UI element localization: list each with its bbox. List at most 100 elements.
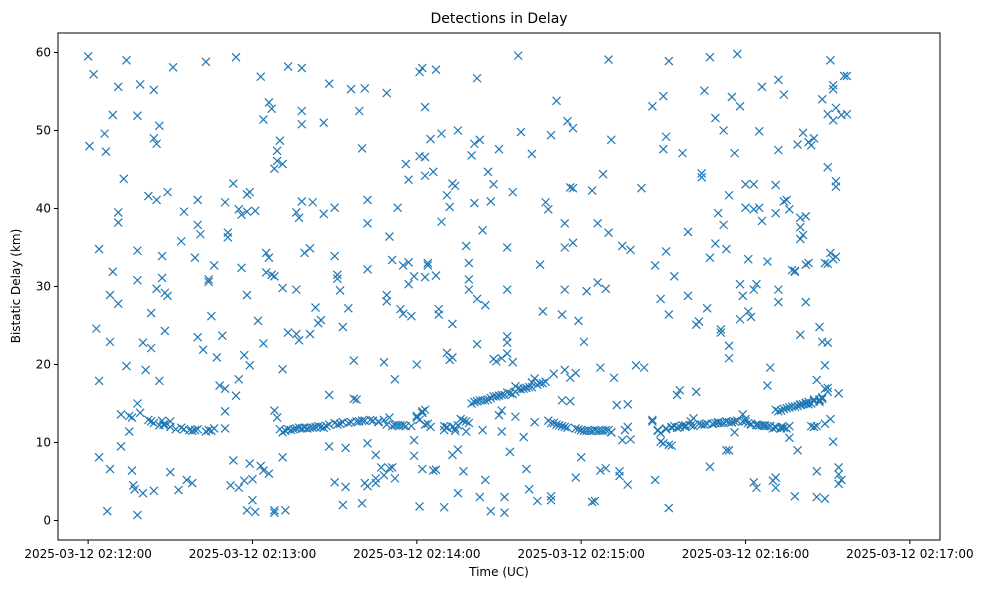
data-point (787, 265, 797, 275)
data-point (176, 423, 186, 433)
data-point (116, 441, 126, 451)
data-point (721, 244, 731, 254)
data-point (823, 387, 833, 397)
data-point (716, 328, 726, 337)
data-point (330, 203, 340, 213)
data-point (196, 229, 205, 239)
data-point (724, 445, 734, 455)
data-point (790, 267, 800, 277)
x-tick-label: 2025-03-12 02:17:00 (846, 547, 973, 561)
data-point (152, 195, 162, 205)
data-point (426, 134, 435, 144)
data-point (149, 486, 159, 496)
data-point (428, 466, 438, 476)
data-point (294, 335, 304, 345)
data-point (754, 126, 764, 136)
data-point (804, 258, 813, 268)
data-point (283, 328, 293, 337)
data-point (812, 466, 822, 476)
data-point (546, 130, 556, 140)
data-point (541, 197, 550, 207)
data-point (385, 413, 394, 422)
data-point (338, 500, 348, 510)
data-point (650, 261, 660, 270)
data-point (330, 251, 340, 261)
data-point (239, 350, 249, 360)
data-point (89, 69, 99, 79)
data-point (305, 329, 315, 339)
data-point (793, 401, 802, 411)
data-point (582, 286, 592, 296)
data-point (502, 243, 512, 252)
data-point (209, 261, 219, 270)
data-point (823, 162, 833, 172)
data-point (815, 322, 824, 332)
data-point (700, 86, 709, 96)
data-point (658, 144, 668, 154)
data-point (568, 123, 578, 133)
data-point (508, 357, 518, 367)
data-point (94, 452, 104, 462)
data-point (538, 378, 548, 388)
data-point (431, 271, 441, 281)
data-point (448, 353, 457, 362)
data-point (727, 92, 737, 102)
data-point (784, 204, 794, 214)
data-point (423, 261, 433, 270)
data-point (626, 434, 635, 444)
data-point (228, 179, 238, 188)
data-point (406, 311, 416, 321)
data-point (313, 421, 323, 431)
data-point (612, 400, 622, 410)
data-point (831, 182, 841, 192)
data-point (398, 309, 408, 319)
data-point (242, 207, 252, 217)
data-point (160, 420, 170, 429)
data-point (420, 102, 430, 112)
data-point (124, 411, 134, 421)
data-point (204, 277, 214, 287)
data-point (617, 241, 627, 251)
data-point (159, 420, 168, 429)
data-point (480, 300, 490, 310)
data-point (475, 135, 485, 145)
data-point (143, 415, 153, 425)
data-point (201, 57, 211, 67)
data-point (305, 243, 315, 253)
data-point (453, 488, 463, 498)
data-point (593, 218, 603, 228)
data-point (658, 91, 668, 101)
data-point (415, 67, 424, 77)
data-point (154, 376, 164, 386)
data-point (683, 227, 693, 237)
data-point (297, 197, 307, 206)
data-point (439, 421, 449, 431)
data-point (782, 195, 792, 205)
data-point (269, 406, 279, 415)
data-point (269, 271, 279, 281)
data-point (135, 408, 145, 418)
data-point (417, 464, 427, 474)
x-tick-label: 2025-03-12 02:12:00 (24, 547, 151, 561)
data-point (795, 213, 805, 223)
data-point (779, 197, 789, 206)
data-point (242, 505, 252, 515)
data-point (165, 422, 175, 432)
data-point (574, 424, 583, 434)
data-point (587, 186, 597, 195)
data-point (204, 275, 214, 284)
data-point (382, 420, 392, 429)
data-point (448, 319, 457, 329)
data-point (357, 498, 367, 508)
data-point (135, 80, 145, 89)
data-point (264, 253, 274, 263)
data-point (826, 55, 835, 65)
data-point (445, 202, 455, 212)
data-point (376, 463, 386, 472)
data-point (735, 314, 745, 324)
data-point (705, 253, 715, 263)
data-point (552, 420, 561, 429)
y-tick-label: 40 (36, 202, 51, 216)
data-point (527, 378, 537, 387)
data-point (752, 279, 761, 289)
